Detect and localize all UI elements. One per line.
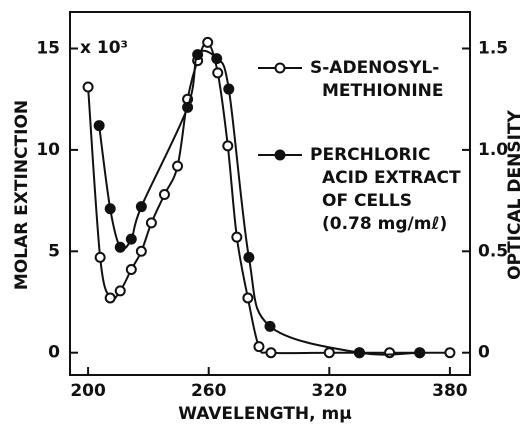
data-point: [444, 347, 456, 359]
y2-tick-label: 1.0: [478, 140, 508, 160]
data-point: [94, 251, 106, 263]
x-tick-label: 380: [432, 381, 468, 401]
y-tick-label: 0: [48, 343, 60, 363]
legend-label: PERCHLORIC ACID EXTRACT OF CELLS (0.78 mg/m…: [310, 145, 461, 234]
data-point: [104, 292, 116, 304]
data-point: [114, 285, 126, 297]
data-point: [384, 347, 396, 359]
x-tick-label: 320: [312, 381, 348, 401]
legend-label: S-ADENOSYL- METHIONINE: [310, 58, 444, 101]
legend-marker: [274, 149, 286, 161]
data-point: [414, 347, 426, 359]
data-point: [172, 160, 184, 172]
data-point: [135, 201, 147, 213]
data-point: [145, 217, 157, 229]
data-point: [253, 341, 265, 353]
data-point: [353, 347, 365, 359]
x-axis-label: WAVELENGTH, mμ: [178, 404, 352, 424]
legend-marker: [274, 62, 286, 74]
data-point: [158, 189, 170, 201]
data-point: [192, 49, 204, 61]
data-point: [265, 347, 277, 359]
data-point: [243, 251, 255, 263]
data-point: [135, 245, 147, 257]
y-axis-label: MOLAR EXTINCTION: [12, 100, 32, 290]
legend-line-text: S-ADENOSYL-: [310, 58, 439, 78]
y2-tick-label: 0.5: [478, 241, 508, 261]
y2-tick-label: 1.5: [478, 39, 508, 59]
data-point: [323, 347, 335, 359]
x-tick-label: 200: [70, 381, 106, 401]
data-point: [212, 67, 224, 79]
legend-line-text: METHIONINE: [322, 81, 444, 101]
legend-line-text: PERCHLORIC: [310, 145, 430, 165]
y-tick-label: 5: [48, 241, 60, 261]
data-point: [264, 320, 276, 332]
legend-line-text: ACID EXTRACT: [322, 168, 461, 188]
data-point: [222, 140, 234, 152]
data-point: [82, 81, 94, 93]
legend-line-text: OF CELLS: [322, 191, 412, 211]
legend-line-text: (0.78 mg/mℓ): [322, 214, 447, 234]
data-point: [211, 53, 223, 65]
y-tick-label: 15: [36, 39, 60, 59]
data-point: [242, 292, 254, 304]
data-point: [223, 83, 235, 95]
data-point: [125, 233, 137, 245]
data-point: [231, 231, 243, 243]
y2-axis-label: OPTICAL DENSITY: [505, 109, 525, 279]
data-point: [125, 264, 137, 276]
data-point: [182, 101, 194, 113]
y-tick-label: 10: [36, 140, 60, 160]
data-point: [93, 120, 105, 132]
data-point: [104, 203, 116, 215]
plot-frame: [69, 11, 471, 376]
x-tick-label: 260: [191, 381, 227, 401]
y2-tick-label: 0: [478, 343, 490, 363]
annotation: x 10³: [80, 38, 128, 58]
data-point: [202, 36, 214, 48]
data-point: [114, 241, 126, 253]
